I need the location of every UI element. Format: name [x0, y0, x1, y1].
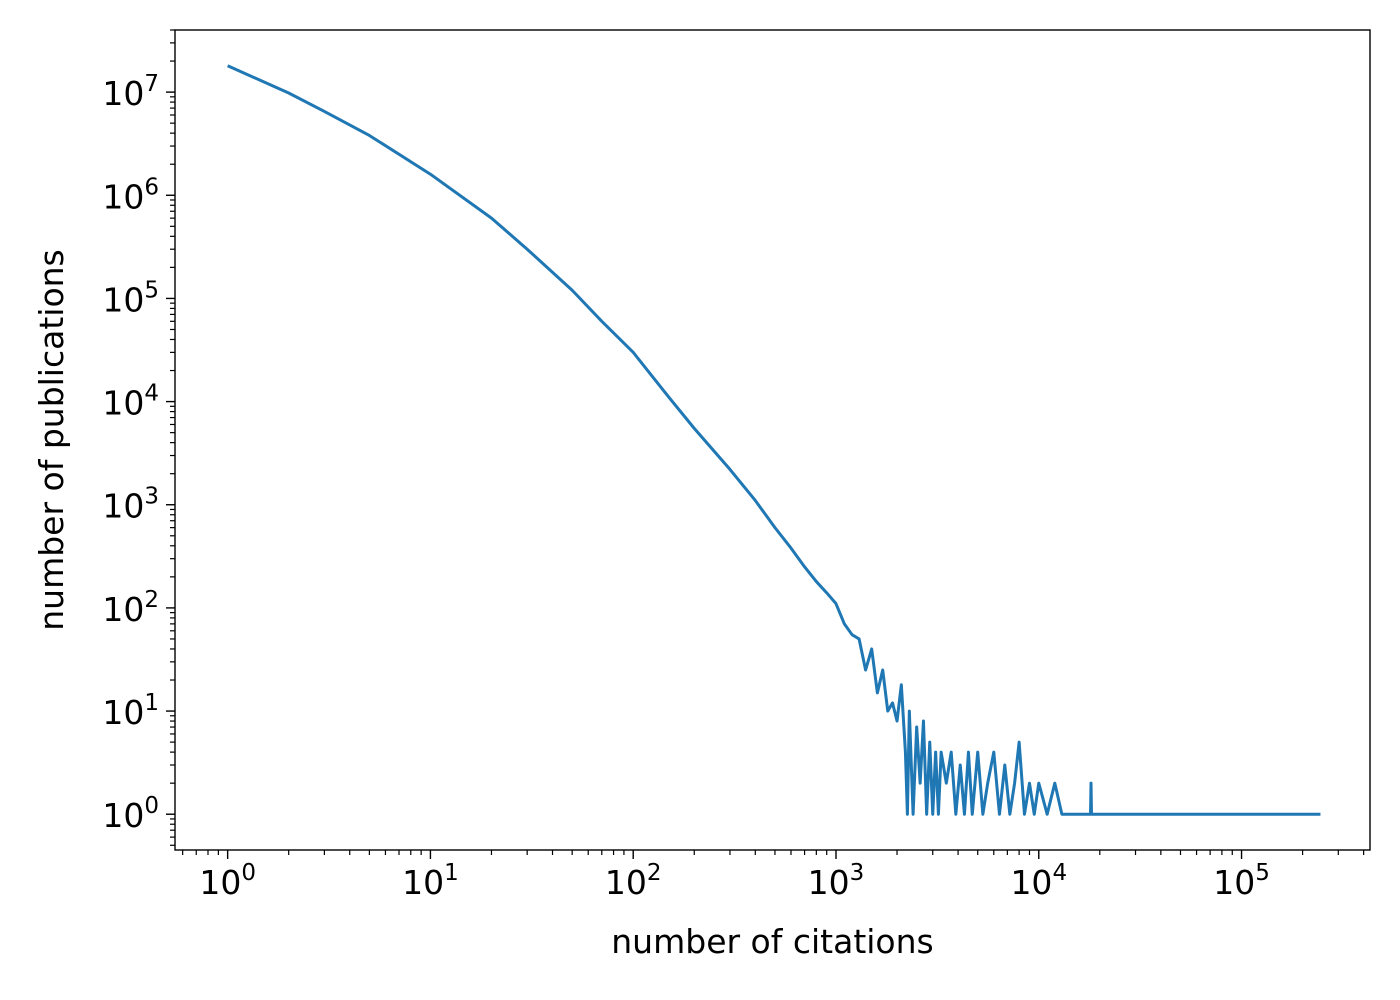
minor-ticks [170, 29, 1365, 855]
tick-label-base: 10 [1010, 863, 1052, 902]
tick-label-exponent: 5 [144, 277, 159, 303]
citation-distribution-line [227, 64, 1321, 816]
y-tick-label: 103 [102, 484, 159, 526]
tick-labels: 100 101 102 103 104 1051001011021031041051061… [102, 71, 1270, 902]
tick-label-base: 10 [808, 863, 850, 902]
x-axis-label: number of citations [611, 922, 933, 961]
tick-label-exponent: 5 [1255, 860, 1270, 886]
x-tick-label: 104 [1010, 860, 1067, 902]
y-tick-label: 104 [102, 381, 159, 423]
tick-label-exponent: 7 [144, 71, 159, 97]
y-tick-label: 101 [102, 690, 159, 732]
tick-label-base: 10 [102, 487, 144, 526]
tick-label-exponent: 3 [144, 484, 159, 510]
tick-label-base: 10 [1213, 863, 1255, 902]
tick-label-exponent: 1 [144, 690, 159, 716]
plot-frame [174, 29, 1371, 851]
tick-label-base: 10 [102, 590, 144, 629]
y-tick-label: 105 [102, 277, 159, 319]
y-tick-label: 102 [102, 587, 159, 629]
tick-label-base: 10 [102, 384, 144, 423]
x-tick-label: 103 [808, 860, 865, 902]
tick-label-base: 10 [199, 863, 241, 902]
tick-label-exponent: 6 [144, 174, 159, 200]
tick-label-exponent: 4 [144, 381, 159, 407]
x-tick-label: 102 [605, 860, 662, 902]
x-tick-label: 101 [402, 860, 459, 902]
x-tick-label: 105 [1213, 860, 1270, 902]
major-ticks [166, 91, 1243, 859]
y-axis-label: number of publications [32, 249, 71, 631]
tick-label-base: 10 [102, 796, 144, 835]
tick-label-exponent: 0 [241, 860, 256, 886]
tick-label-base: 10 [102, 177, 144, 216]
tick-label-exponent: 3 [850, 860, 865, 886]
tick-label-exponent: 4 [1052, 860, 1067, 886]
tick-label-base: 10 [102, 280, 144, 319]
tick-label-exponent: 1 [444, 860, 459, 886]
tick-label-exponent: 2 [647, 860, 662, 886]
y-tick-label: 106 [102, 174, 159, 216]
tick-label-exponent: 2 [144, 587, 159, 613]
y-tick-label: 107 [102, 71, 159, 113]
x-tick-label: 100 [199, 860, 256, 902]
tick-label-base: 10 [402, 863, 444, 902]
tick-label-base: 10 [102, 693, 144, 732]
tick-label-base: 10 [102, 74, 144, 113]
tick-label-base: 10 [605, 863, 647, 902]
y-tick-label: 100 [102, 793, 159, 835]
tick-label-exponent: 0 [144, 793, 159, 819]
